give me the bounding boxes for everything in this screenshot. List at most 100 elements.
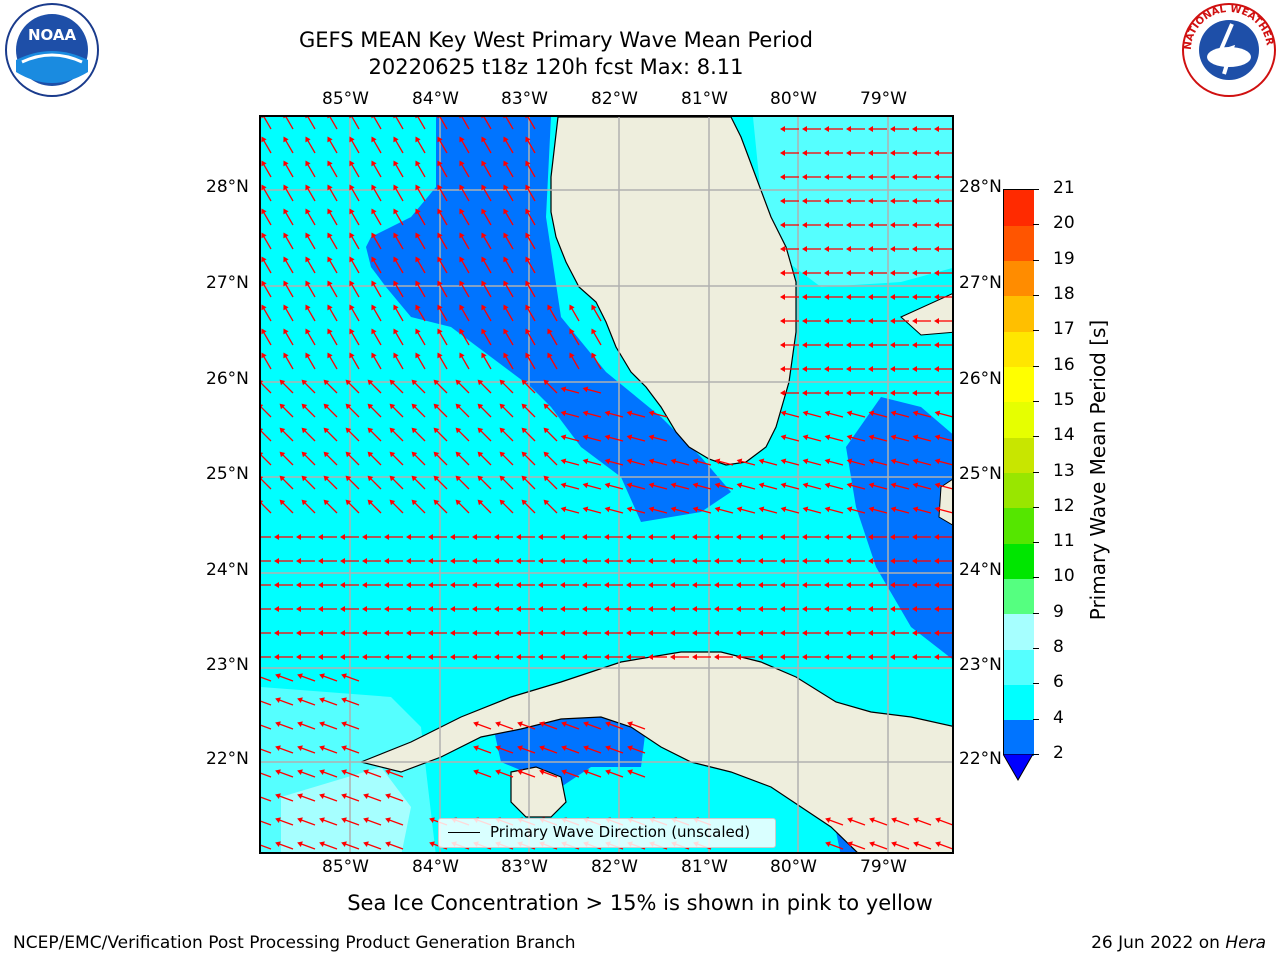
wave-arrow-head: [455, 403, 462, 410]
wave-arrow: [365, 842, 382, 850]
wave-arrow: [592, 306, 602, 322]
wave-arrow-head: [305, 232, 311, 239]
wave-arrow-head: [481, 184, 487, 191]
wave-arrow-head: [503, 208, 509, 215]
wave-arrow-head: [327, 352, 333, 359]
wave-arrow-head: [604, 582, 609, 588]
lat-tick-right-26: 26°N: [959, 369, 1002, 389]
wave-arrow: [391, 453, 404, 466]
wave-arrow-head: [318, 534, 323, 540]
wave-arrow-head: [648, 654, 653, 660]
wave-arrow: [545, 429, 558, 442]
wave-arrow-head: [846, 270, 851, 276]
wave-arrow: [460, 258, 470, 274]
wave-arrow-head: [604, 534, 609, 540]
wave-arrow-head: [367, 451, 374, 458]
wave-arrow-head: [604, 654, 609, 660]
wave-arrow: [482, 282, 492, 298]
wave-arrow-head: [934, 534, 939, 540]
wave-arrow-head: [415, 352, 421, 359]
wave-arrow: [365, 818, 382, 826]
wave-arrow: [563, 388, 580, 394]
wave-arrow-head: [868, 534, 873, 540]
wave-arrow-head: [802, 198, 807, 204]
wave-arrow-head: [274, 534, 279, 540]
wave-arrow-head: [393, 352, 399, 359]
wave-arrow-head: [473, 745, 479, 752]
wave-arrow-head: [371, 304, 377, 311]
wave-arrow: [284, 354, 294, 370]
wave-arrow-head: [521, 403, 528, 410]
wave-arrow-head: [327, 208, 333, 215]
wave-arrow: [479, 381, 492, 394]
wave-arrow-head: [868, 222, 873, 228]
wave-arrow-head: [503, 352, 509, 359]
wave-arrow-head: [437, 328, 443, 335]
wave-arrow: [629, 722, 646, 730]
wave-arrow-head: [846, 630, 851, 636]
wave-arrow: [394, 234, 404, 250]
wave-arrow: [284, 258, 294, 274]
wave-arrow-head: [626, 582, 631, 588]
wave-arrow-head: [455, 499, 462, 506]
lat-tick-right-24: 24°N: [959, 560, 1002, 580]
footer-credit: NCEP/EMC/Verification Post Processing Pr…: [13, 933, 576, 953]
wave-arrow-head: [648, 558, 653, 564]
colorbar-tick: [1033, 365, 1039, 367]
wave-arrow: [460, 210, 470, 226]
wave-arrow: [915, 818, 932, 826]
wave-arrow-head: [626, 534, 631, 540]
wave-arrow-head: [499, 499, 506, 506]
wave-arrow: [350, 282, 360, 298]
wave-arrow: [416, 138, 426, 154]
wave-arrow: [717, 484, 734, 490]
wave-arrow-head: [275, 841, 281, 848]
wave-arrow-head: [868, 150, 873, 156]
wave-arrow: [262, 354, 272, 370]
wave-arrow-head: [780, 654, 785, 660]
wave-arrow-head: [459, 232, 465, 239]
wave-arrow-head: [297, 769, 303, 776]
wave-arrow: [261, 382, 272, 394]
wave-arrow-head: [283, 160, 289, 167]
wave-arrow: [585, 746, 602, 754]
wave-arrow-head: [934, 126, 939, 132]
wave-arrow-head: [495, 721, 501, 728]
wave-arrow-head: [670, 606, 675, 612]
wave-arrow-head: [472, 630, 477, 636]
wave-arrow-head: [890, 390, 895, 396]
wave-arrow-head: [780, 434, 787, 441]
wave-arrow: [261, 724, 272, 730]
wave-arrow-head: [428, 558, 433, 564]
wave-arrow-head: [912, 294, 917, 300]
wave-arrow: [893, 842, 910, 850]
wave-arrow-head: [393, 232, 399, 239]
wave-arrow-head: [323, 475, 330, 482]
wave-arrow-head: [912, 458, 919, 465]
wave-arrow-head: [539, 769, 545, 776]
wave-arrow: [651, 484, 668, 490]
wave-arrow: [526, 162, 536, 178]
wave-arrow: [303, 405, 316, 418]
wave-arrow-head: [934, 582, 939, 588]
wave-arrow-head: [428, 606, 433, 612]
wave-arrow-head: [934, 654, 939, 660]
wave-arrow-head: [385, 769, 391, 776]
wave-arrow: [585, 460, 602, 466]
wave-arrow-head: [389, 475, 396, 482]
wave-arrow-head: [362, 630, 367, 636]
colorbar-tick: [1033, 471, 1039, 473]
wave-arrow-head: [802, 342, 807, 348]
wave-arrow-head: [561, 721, 567, 728]
wave-arrow: [350, 138, 360, 154]
wave-arrow-head: [824, 410, 831, 417]
wave-arrow: [893, 818, 910, 826]
wave-arrow-head: [846, 482, 853, 489]
wave-arrow-head: [824, 606, 829, 612]
wave-arrow: [435, 501, 448, 514]
wave-arrow: [893, 436, 910, 442]
colorbar: [1003, 189, 1034, 756]
wave-arrow-head: [459, 280, 465, 287]
wave-arrow: [871, 436, 888, 442]
wave-arrow-head: [824, 126, 829, 132]
